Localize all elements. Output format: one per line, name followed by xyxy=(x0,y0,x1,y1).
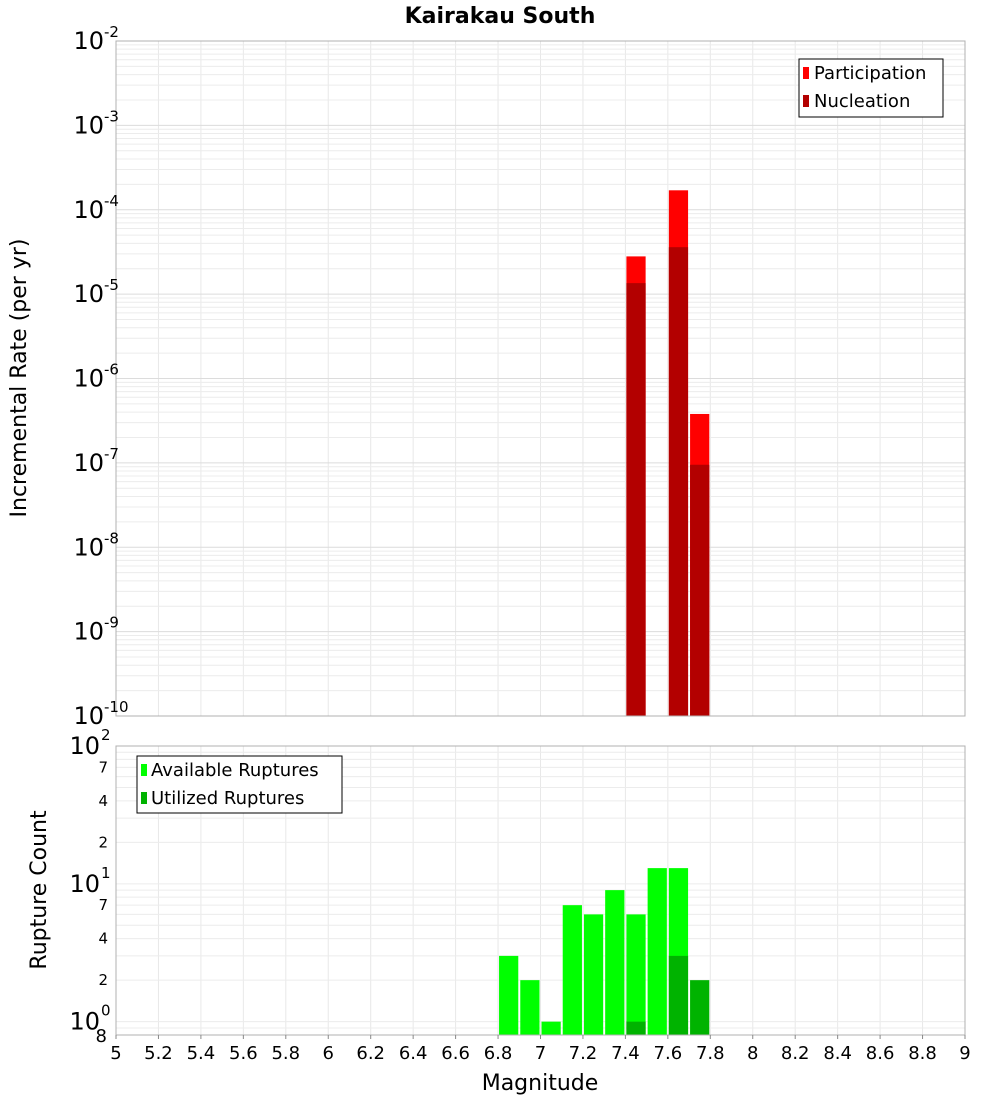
x-tick-label: 5.8 xyxy=(271,1043,300,1064)
top-y-tick-base: 10 xyxy=(73,533,104,561)
x-tick-label: 7.2 xyxy=(569,1043,598,1064)
bottom-legend-swatch xyxy=(141,764,147,776)
top-y-tick-exponent: -7 xyxy=(104,445,119,463)
x-tick-label: 6.8 xyxy=(484,1043,513,1064)
x-tick-label: 9 xyxy=(959,1043,970,1064)
bottom-legend-label: Available Ruptures xyxy=(151,760,319,781)
chart-title: Kairakau South xyxy=(405,4,596,29)
bottom-y-tick-exponent: 1 xyxy=(101,864,111,882)
available-ruptures-bar xyxy=(626,914,646,1035)
available-ruptures-bar xyxy=(541,1021,561,1035)
utilized-ruptures-bar xyxy=(668,955,689,1035)
top-y-tick-exponent: -8 xyxy=(104,529,119,547)
bottom-y-minor-tick-label: 2 xyxy=(98,971,108,989)
top-y-tick-base: 10 xyxy=(73,27,104,55)
top-y-tick-base: 10 xyxy=(73,702,104,730)
available-ruptures-bar xyxy=(562,905,582,1035)
bottom-y-minor-tick-label: 7 xyxy=(98,896,108,914)
top-y-tick-base: 10 xyxy=(73,618,104,646)
bottom-bars xyxy=(499,868,710,1035)
top-y-tick-exponent: -10 xyxy=(104,698,129,716)
x-tick-label: 6.6 xyxy=(441,1043,470,1064)
bottom-legend-box xyxy=(136,755,343,814)
bottom-y-minor-tick-label: 4 xyxy=(98,930,108,948)
bottom-y-tick-exponent: 2 xyxy=(101,726,111,744)
x-tick-label: 7 xyxy=(535,1043,546,1064)
bottom-y-minor-tick-label: 8 xyxy=(96,1026,107,1047)
top-y-tick-base: 10 xyxy=(73,196,104,224)
top-y-tick-base: 10 xyxy=(73,111,104,139)
x-tick-labels: 5 5.2 5.4 5.6 5.8 6 6.2 6.4 6.6 6.8 7 7.2 7.4 7.6 7.8 8… xyxy=(110,1035,971,1064)
top-legend: Participation Nucleation xyxy=(798,58,944,118)
x-tick-label: 5.4 xyxy=(187,1043,216,1064)
top-y-tick-exponent: -6 xyxy=(104,361,119,379)
top-y-axis-label: Incremental Rate (per yr) xyxy=(7,239,32,518)
nucleation-bar xyxy=(626,283,646,716)
available-ruptures-bar xyxy=(499,955,519,1035)
x-tick-label: 7.8 xyxy=(696,1043,725,1064)
top-y-tick-base: 10 xyxy=(73,280,104,308)
bottom-legend-swatch xyxy=(141,792,147,804)
available-ruptures-bar xyxy=(605,890,625,1035)
top-bars xyxy=(626,190,710,716)
top-legend-label: Nucleation xyxy=(814,91,910,112)
bottom-y-tick-base: 10 xyxy=(69,1008,100,1036)
top-y-tick-base: 10 xyxy=(73,365,104,393)
bottom-legend: Available Ruptures Utilized Ruptures xyxy=(136,755,343,814)
top-y-tick-exponent: -4 xyxy=(104,192,119,210)
x-tick-label: 8 xyxy=(747,1043,758,1064)
x-tick-label: 7.6 xyxy=(654,1043,683,1064)
bottom-y-tick-exponent: 0 xyxy=(101,1002,111,1020)
top-y-tick-exponent: -3 xyxy=(104,107,119,125)
x-tick-label: 8.6 xyxy=(866,1043,895,1064)
x-tick-label: 7.4 xyxy=(611,1043,640,1064)
nucleation-bar xyxy=(690,464,710,716)
available-ruptures-bar xyxy=(647,868,667,1035)
x-tick-label: 5 xyxy=(110,1043,121,1064)
x-tick-label: 8.2 xyxy=(781,1043,810,1064)
utilized-ruptures-bar xyxy=(626,1021,646,1035)
top-legend-swatch xyxy=(803,67,809,79)
bottom-y-axis-label: Rupture Count xyxy=(27,810,52,970)
bottom-y-minor-tick-label: 7 xyxy=(98,758,108,776)
x-axis-label: Magnitude xyxy=(482,1071,599,1096)
x-tick-label: 8.8 xyxy=(908,1043,937,1064)
x-tick-label: 5.6 xyxy=(229,1043,258,1064)
nucleation-bar xyxy=(668,247,689,716)
utilized-ruptures-bar xyxy=(690,980,710,1035)
bottom-y-tick-base: 10 xyxy=(69,870,100,898)
x-tick-label: 5.2 xyxy=(144,1043,173,1064)
x-tick-label: 6.4 xyxy=(399,1043,428,1064)
bottom-legend-label: Utilized Ruptures xyxy=(151,788,304,809)
available-ruptures-bar xyxy=(520,980,540,1035)
top-y-tick-base: 10 xyxy=(73,449,104,477)
top-grid xyxy=(115,41,966,717)
top-y-tick-exponent: -9 xyxy=(104,614,119,632)
top-y-tick-exponent: -5 xyxy=(104,276,119,294)
bottom-y-minor-tick-label: 2 xyxy=(98,833,108,851)
x-tick-label: 6.2 xyxy=(356,1043,385,1064)
x-tick-label: 6 xyxy=(323,1043,334,1064)
top-legend-swatch xyxy=(803,95,809,107)
top-legend-label: Participation xyxy=(814,63,926,84)
bottom-y-minor-tick-label: 4 xyxy=(98,792,108,810)
bottom-y-tick-base: 10 xyxy=(69,732,100,760)
top-plot-frame xyxy=(115,40,966,717)
available-ruptures-bar xyxy=(583,914,604,1035)
top-y-tick-exponent: -2 xyxy=(104,23,119,41)
top-legend-box xyxy=(798,58,944,118)
x-tick-label: 8.4 xyxy=(823,1043,852,1064)
